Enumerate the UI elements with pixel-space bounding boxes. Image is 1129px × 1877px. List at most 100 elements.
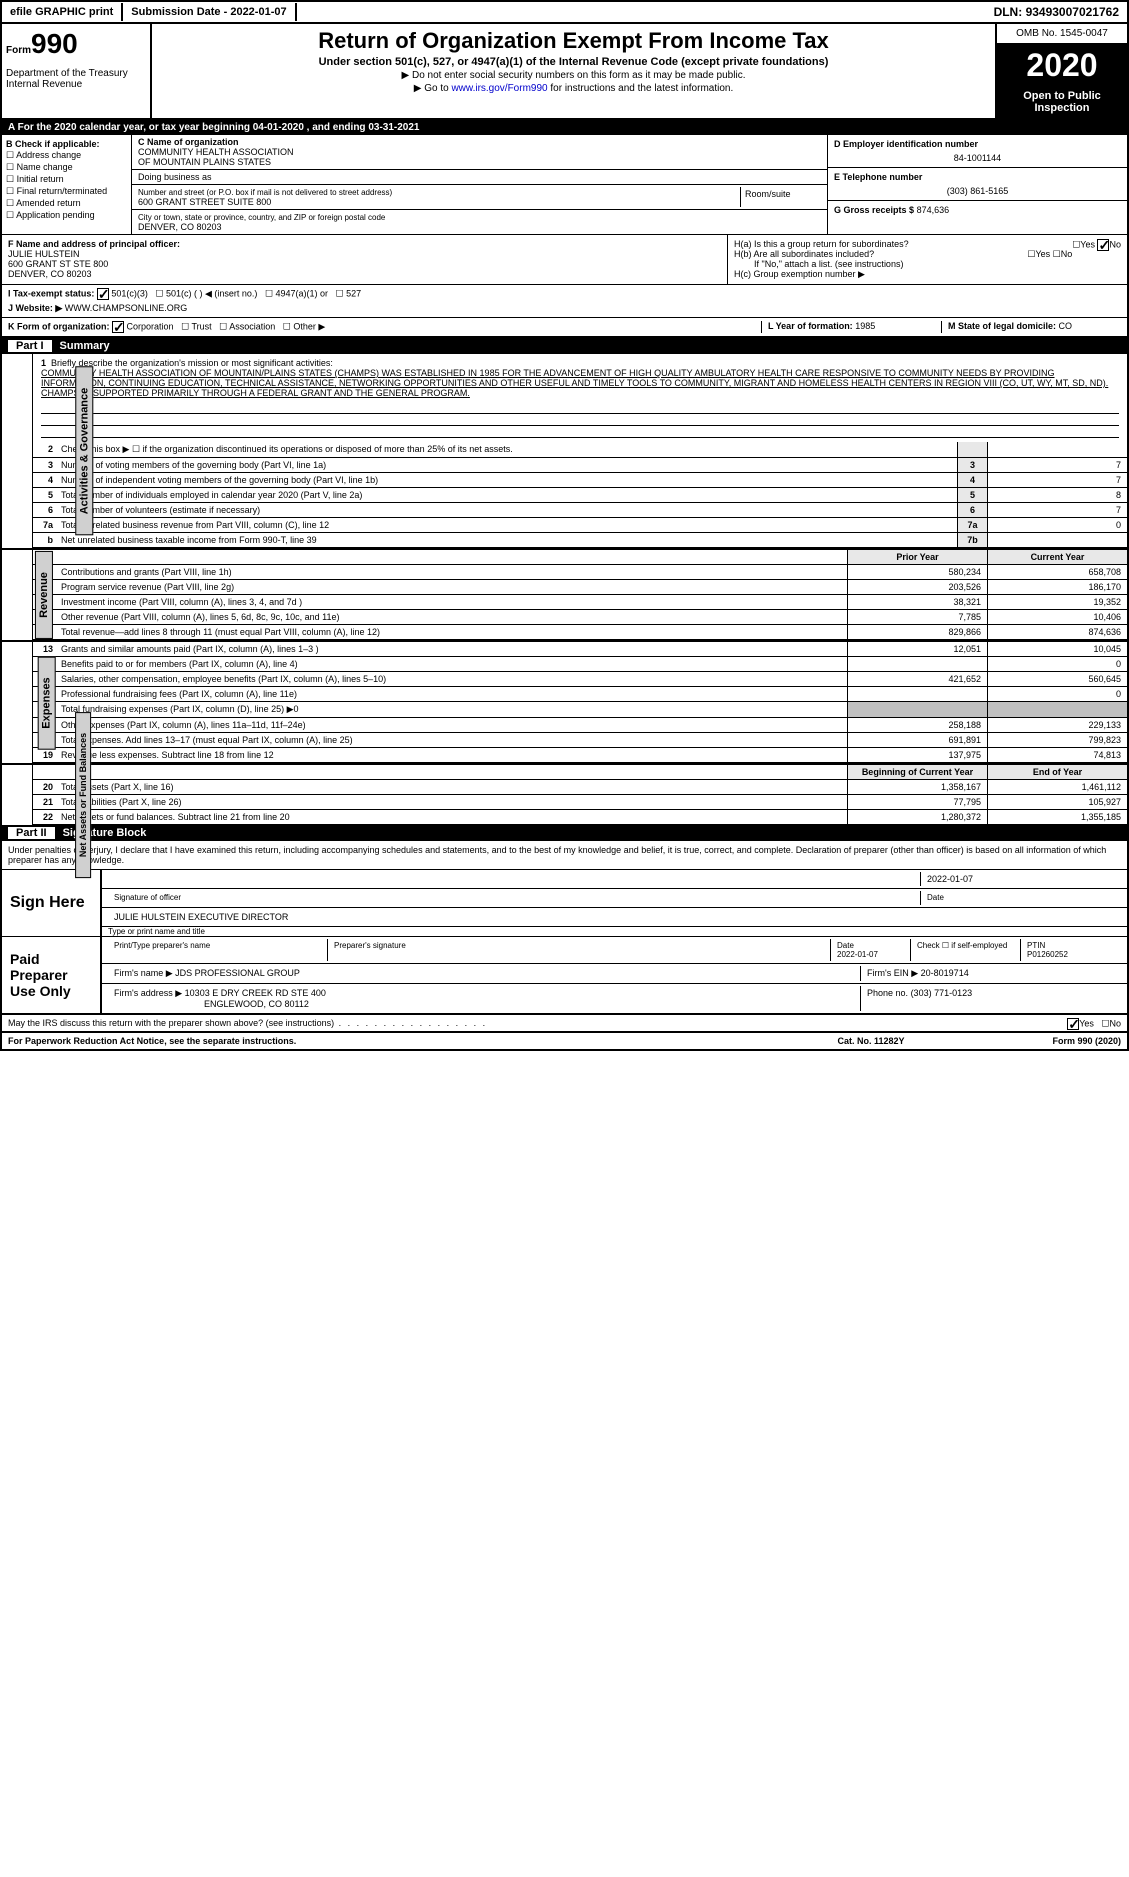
form-subtitle: Under section 501(c), 527, or 4947(a)(1)… xyxy=(156,56,991,68)
line-16a: 16aProfessional fundraising fees (Part I… xyxy=(33,687,1127,702)
check-address-change[interactable]: ☐ Address change xyxy=(6,150,127,161)
gov-line-5: 5Total number of individuals employed in… xyxy=(33,488,1127,503)
line-9: 9Program service revenue (Part VIII, lin… xyxy=(33,580,1127,595)
website: WWW.CHAMPSONLINE.ORG xyxy=(65,303,188,313)
section-b: B Check if applicable: ☐ Address change … xyxy=(2,135,132,234)
perjury-declaration: Under penalties of perjury, I declare th… xyxy=(2,841,1127,870)
ssn-warning: ▶ Do not enter social security numbers o… xyxy=(156,70,991,81)
row-i: I Tax-exempt status: 501(c)(3) ☐ 501(c) … xyxy=(8,288,1121,300)
line-14: 14Benefits paid to or for members (Part … xyxy=(33,657,1127,672)
gov-line-b: bNet unrelated business taxable income f… xyxy=(33,533,1127,548)
line-8: 8Contributions and grants (Part VIII, li… xyxy=(33,565,1127,580)
phone: (303) 861-5165 xyxy=(834,186,1121,196)
signature-block: Under penalties of perjury, I declare th… xyxy=(2,841,1127,1031)
mission-text: COMMUNITY HEALTH ASSOCIATION OF MOUNTAIN… xyxy=(41,368,1108,398)
line-18: 18Total expenses. Add lines 13–17 (must … xyxy=(33,733,1127,748)
ein: 84-1001144 xyxy=(834,153,1121,163)
efile-print-button[interactable]: efile GRAPHIC print xyxy=(2,3,123,21)
firm-name: JDS PROFESSIONAL GROUP xyxy=(175,968,300,978)
expenses-section: Expenses 13Grants and similar amounts pa… xyxy=(2,640,1127,763)
sig-date: 2022-01-07 xyxy=(921,872,1121,886)
ptin: P01260252 xyxy=(1027,950,1068,959)
h-c: H(c) Group exemption number ▶ xyxy=(734,269,1121,280)
prep-date: 2022-01-07 xyxy=(837,950,878,959)
irs-link[interactable]: www.irs.gov/Form990 xyxy=(451,83,547,94)
may-irs-discuss: May the IRS discuss this return with the… xyxy=(2,1014,1127,1031)
open-inspection: Open to Public Inspection xyxy=(997,86,1127,118)
check-self-employed[interactable]: Check ☐ if self-employed xyxy=(911,939,1021,961)
form-title: Return of Organization Exempt From Incom… xyxy=(156,28,991,54)
h-b-note: If "No," attach a list. (see instruction… xyxy=(734,259,1121,269)
topbar: efile GRAPHIC print Submission Date - 20… xyxy=(0,0,1129,24)
dln: DLN: 93493007021762 xyxy=(986,2,1127,22)
street-address: 600 GRANT STREET SUITE 800 xyxy=(138,197,271,207)
section-c: C Name of organizationCOMMUNITY HEALTH A… xyxy=(132,135,827,234)
room-suite: Room/suite xyxy=(741,187,821,207)
firm-phone: (303) 771-0123 xyxy=(911,988,973,998)
part-2-header: Part IISignature Block xyxy=(2,825,1127,841)
check-app-pending[interactable]: ☐ Application pending xyxy=(6,210,127,221)
state-domicile: CO xyxy=(1059,321,1073,331)
discuss-yes[interactable] xyxy=(1067,1018,1079,1030)
line-b: bTotal fundraising expenses (Part IX, co… xyxy=(33,702,1127,718)
firm-addr1: 10303 E DRY CREEK RD STE 400 xyxy=(185,988,326,998)
gov-line-4: 4Number of independent voting members of… xyxy=(33,473,1127,488)
org-name-2: OF MOUNTAIN PLAINS STATES xyxy=(138,157,271,167)
form-number: Form990 xyxy=(6,28,146,60)
vtab-expenses: Expenses xyxy=(38,656,56,749)
firm-ein: 20-8019714 xyxy=(921,968,969,978)
officer-name-title: JULIE HULSTEIN EXECUTIVE DIRECTOR xyxy=(108,910,294,924)
line-10: 10Investment income (Part VIII, column (… xyxy=(33,595,1127,610)
vtab-governance: Activities & Governance xyxy=(75,367,93,536)
gov-line-7a: 7aTotal unrelated business revenue from … xyxy=(33,518,1127,533)
line-12: 12Total revenue—add lines 8 through 11 (… xyxy=(33,625,1127,640)
h-a: H(a) Is this a group return for subordin… xyxy=(734,239,1121,249)
row-k: K Form of organization: Corporation ☐ Tr… xyxy=(2,318,1127,338)
line-15: 15Salaries, other compensation, employee… xyxy=(33,672,1127,687)
paid-preparer-label: Paid Preparer Use Only xyxy=(2,937,102,1013)
gov-line-3: 3Number of voting members of the governi… xyxy=(33,458,1127,473)
row-j: J Website: ▶ WWW.CHAMPSONLINE.ORG xyxy=(8,303,1121,314)
line-11: 11Other revenue (Part VIII, column (A), … xyxy=(33,610,1127,625)
gov-line-6: 6Total number of volunteers (estimate if… xyxy=(33,503,1127,518)
line-21: 21Total liabilities (Part X, line 26)77,… xyxy=(33,795,1127,810)
section-bcde: B Check if applicable: ☐ Address change … xyxy=(2,135,1127,235)
year-formation: 1985 xyxy=(855,321,875,331)
officer-addr2: DENVER, CO 80203 xyxy=(8,269,92,279)
check-final-return[interactable]: ☐ Final return/terminated xyxy=(6,186,127,197)
officer-addr1: 600 GRANT ST STE 800 xyxy=(8,259,108,269)
check-name-change[interactable]: ☐ Name change xyxy=(6,162,127,173)
omb-number: OMB No. 1545-0047 xyxy=(997,24,1127,45)
officer-name: JULIE HULSTEIN xyxy=(8,249,80,259)
line-13: 13Grants and similar amounts paid (Part … xyxy=(33,642,1127,657)
city-state-zip: DENVER, CO 80203 xyxy=(138,222,222,232)
part-1-header: Part ISummary xyxy=(2,338,1127,354)
check-corp[interactable] xyxy=(112,321,124,333)
h-b: H(b) Are all subordinates included? ☐Yes… xyxy=(734,249,1121,259)
form-header: Form990 Department of the Treasury Inter… xyxy=(2,24,1127,120)
firm-addr2: ENGLEWOOD, CO 80112 xyxy=(114,999,309,1009)
sign-here-label: Sign Here xyxy=(2,870,102,936)
activities-governance-section: Activities & Governance 1 Briefly descri… xyxy=(2,354,1127,548)
dept-treasury: Department of the Treasury Internal Reve… xyxy=(6,68,146,90)
check-initial-return[interactable]: ☐ Initial return xyxy=(6,174,127,185)
tax-year: 2020 xyxy=(997,45,1127,86)
section-de: D Employer identification number84-10011… xyxy=(827,135,1127,234)
dba: Doing business as xyxy=(132,170,827,185)
gov-line-2: 2Check this box ▶ ☐ if the organization … xyxy=(33,442,1127,458)
check-amended[interactable]: ☐ Amended return xyxy=(6,198,127,209)
revenue-section: Revenue bPrior YearCurrent Year 8Contrib… xyxy=(2,548,1127,640)
line-17: 17Other expenses (Part IX, column (A), l… xyxy=(33,718,1127,733)
form-frame: Form990 Department of the Treasury Inter… xyxy=(0,24,1129,1051)
section-fgh: F Name and address of principal officer:… xyxy=(2,235,1127,285)
ha-no-check xyxy=(1097,239,1109,251)
vtab-net: Net Assets or Fund Balances xyxy=(75,712,91,878)
net-assets-section: Net Assets or Fund Balances Beginning of… xyxy=(2,763,1127,825)
line-19: 19Revenue less expenses. Subtract line 1… xyxy=(33,748,1127,763)
row-a-tax-year: A For the 2020 calendar year, or tax yea… xyxy=(2,120,1127,135)
line-22: 22Net assets or fund balances. Subtract … xyxy=(33,810,1127,825)
gross-receipts: 874,636 xyxy=(917,205,950,215)
check-501c3[interactable] xyxy=(97,288,109,300)
goto-link-line: ▶ Go to www.irs.gov/Form990 for instruct… xyxy=(156,83,991,94)
line-20: 20Total assets (Part X, line 16)1,358,16… xyxy=(33,780,1127,795)
